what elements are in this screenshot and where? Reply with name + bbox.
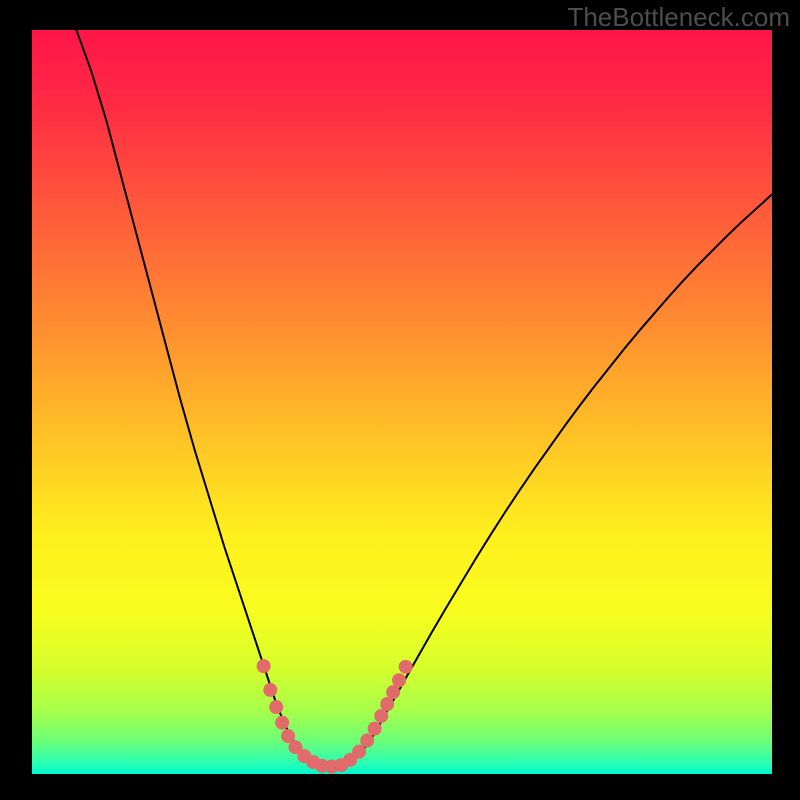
curve-markers: [32, 30, 772, 774]
plot-area: [32, 30, 772, 774]
chart-stage: TheBottleneck.com: [0, 0, 800, 800]
watermark-label: TheBottleneck.com: [567, 2, 790, 33]
